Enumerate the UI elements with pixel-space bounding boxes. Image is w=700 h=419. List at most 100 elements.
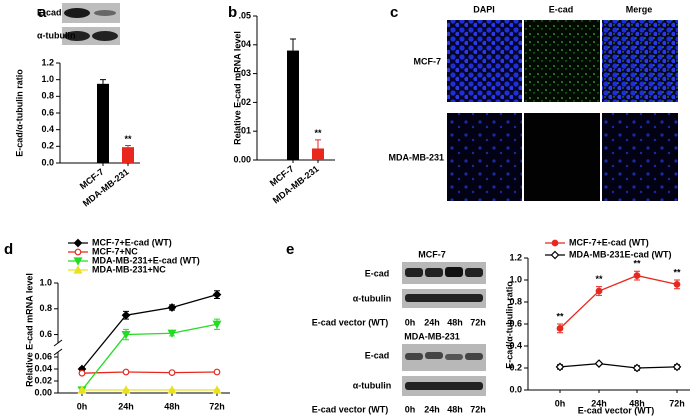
legend-marker [550,250,560,260]
marker [167,303,177,312]
y-tick-label: 0.8 [39,303,52,313]
panel-label: d [4,241,13,258]
x-tick-label: 48h [164,401,180,411]
legend-label: MDA-MB-231E-cad (WT) [569,249,672,259]
y-tick-label: 0.2 [509,362,522,372]
significance: ** [124,134,132,144]
marker [595,287,603,295]
panel-label: a [38,4,47,21]
bar [287,50,299,161]
y-tick-label: 0.8 [509,296,522,306]
band [465,268,483,277]
blot-strip [402,262,486,284]
line [81,293,218,370]
band [465,353,483,360]
line [81,323,218,391]
marker [212,290,222,299]
legend-marker [551,239,559,247]
bar [122,147,134,163]
marker [212,320,222,330]
row-label: MDA-MB-231 [388,152,444,162]
lane-label: 72h [470,404,486,414]
column-label: DAPI [473,4,495,14]
marker [168,369,176,377]
significance: ** [556,311,564,321]
line [559,274,678,329]
lane-label: 0h [405,404,416,414]
blot-title: MCF-7 [418,249,446,259]
lane-label: 48h [447,404,463,414]
blot-label: α-tubulin [37,30,76,40]
y-tick-label: 0.02 [34,375,52,385]
marker [556,325,564,332]
y-tick-label: 0.6 [39,329,52,339]
axis-break [53,348,63,356]
band [405,382,483,390]
y-tick-label: 1.0 [39,277,52,287]
micrograph [602,20,678,102]
marker [632,363,642,373]
marker [212,385,222,394]
x-tick-label: 24h [591,398,607,408]
blot-label: E-cad [365,350,390,360]
legend-label: MDA-MB-231+NC [92,264,166,274]
blot-title: MDA-MB-231 [404,331,460,341]
lane-label: 0h [405,317,416,327]
legend-label: MDA-MB-231+E-cad (WT) [92,255,200,265]
blot-label: α-tubulin [353,293,392,303]
panel-label: c [390,4,398,21]
legend-label: MCF-7+E-cad (WT) [92,237,172,247]
y-tick-label: 0.8 [41,91,54,101]
line [559,362,678,369]
y-tick-label: 0.4 [41,124,54,134]
y-tick-label: 0.0 [509,384,522,394]
micrograph [524,20,600,102]
band [405,294,483,302]
legend-marker [73,238,83,248]
x-tick-label: 0h [555,398,566,408]
marker [167,385,177,394]
marker [121,310,131,320]
y-tick-label: .05 [238,10,251,20]
blot-label: α-tubulin [353,380,392,390]
legend-marker [74,248,82,256]
y-tick-label: 1.2 [509,252,522,262]
lane-label: 48h [447,317,463,327]
band [425,268,443,277]
marker [78,369,86,377]
blot-xlabel: E-cad vector (WT) [312,317,389,327]
y-tick-label: 1.0 [509,274,522,284]
band [94,10,116,16]
band [405,353,423,360]
y-tick-label: .02 [238,97,251,107]
axis-break [53,339,63,347]
error-bar [125,145,131,148]
marker [673,281,681,288]
blot-strip [62,3,120,23]
error-bar [100,79,106,84]
x-tick-label: 48h [629,398,645,408]
lane-label: 72h [470,317,486,327]
bar [97,83,109,163]
marker [121,330,131,340]
y-axis-label: E-cad/α-tubulin ratio [504,281,514,369]
blot-xlabel: E-cad vector (WT) [312,404,389,414]
y-axis-label: Relative E-cad mRNA level [232,31,242,145]
panel-label: b [228,4,237,21]
marker [213,368,221,376]
bar [312,148,324,160]
x-tick-label: 72h [669,398,685,408]
micrograph [602,113,678,201]
y-tick-label: .03 [238,68,251,78]
row-label: MCF-7 [414,56,442,66]
band [445,354,463,360]
marker [672,362,682,372]
significance: ** [673,267,681,277]
micrograph [447,113,522,201]
y-tick-label: 0.2 [41,141,54,151]
marker [122,368,130,376]
error-bar [315,139,321,149]
y-tick-label: 0.00 [34,387,52,397]
lane-label: 24h [424,317,440,327]
legend-marker [73,257,83,266]
